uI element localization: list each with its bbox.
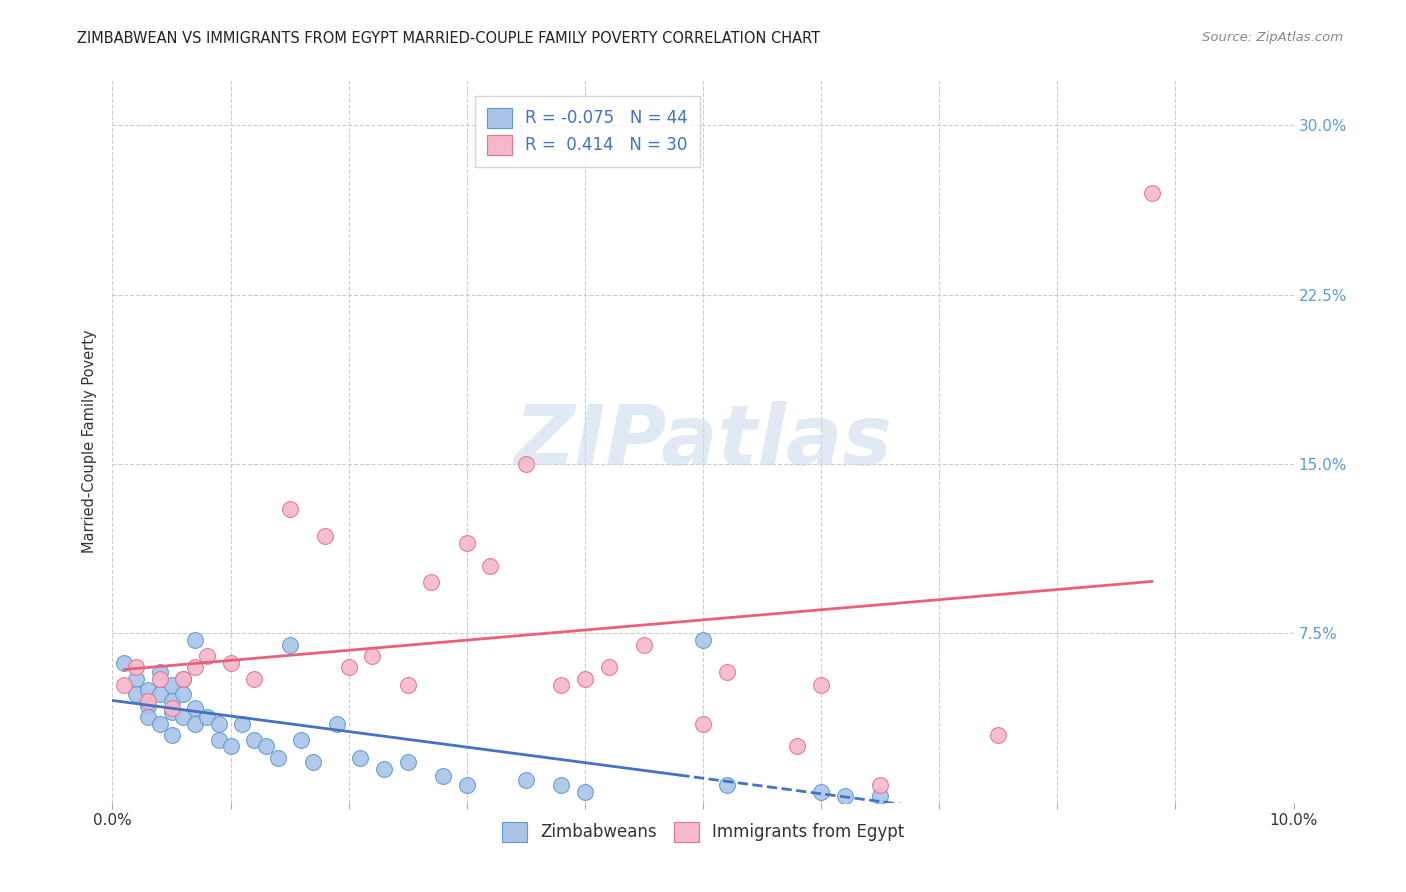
Point — [125, 687, 148, 701]
Point — [278, 502, 301, 516]
Point — [160, 678, 183, 692]
Point — [208, 732, 231, 747]
Point — [149, 672, 172, 686]
Point — [172, 672, 194, 686]
Point — [184, 701, 207, 715]
Point — [149, 687, 172, 701]
Point — [598, 660, 620, 674]
Point — [716, 778, 738, 792]
Point — [349, 750, 371, 764]
Point — [396, 755, 419, 769]
Point — [112, 678, 135, 692]
Point — [550, 678, 572, 692]
Point — [184, 716, 207, 731]
Point — [243, 732, 266, 747]
Point — [160, 694, 183, 708]
Point — [160, 701, 183, 715]
Point — [302, 755, 325, 769]
Point — [479, 558, 502, 573]
Point — [231, 716, 253, 731]
Point — [195, 710, 218, 724]
Point — [574, 672, 596, 686]
Point — [810, 678, 832, 692]
Point — [869, 789, 891, 803]
Point — [172, 687, 194, 701]
Point — [326, 716, 349, 731]
Point — [314, 529, 336, 543]
Point — [254, 739, 277, 754]
Point — [515, 773, 537, 788]
Point — [172, 710, 194, 724]
Point — [420, 574, 443, 589]
Point — [149, 716, 172, 731]
Point — [515, 457, 537, 471]
Point — [208, 716, 231, 731]
Point — [195, 648, 218, 663]
Point — [1140, 186, 1163, 201]
Point — [243, 672, 266, 686]
Point — [136, 682, 159, 697]
Point — [432, 769, 454, 783]
Point — [810, 784, 832, 798]
Text: ZIMBABWEAN VS IMMIGRANTS FROM EGYPT MARRIED-COUPLE FAMILY POVERTY CORRELATION CH: ZIMBABWEAN VS IMMIGRANTS FROM EGYPT MARR… — [77, 31, 821, 46]
Y-axis label: Married-Couple Family Poverty: Married-Couple Family Poverty — [82, 330, 97, 553]
Point — [160, 728, 183, 742]
Point — [550, 778, 572, 792]
Point — [136, 694, 159, 708]
Point — [136, 710, 159, 724]
Point — [290, 732, 312, 747]
Point — [869, 778, 891, 792]
Point — [396, 678, 419, 692]
Point — [172, 672, 194, 686]
Point — [716, 665, 738, 679]
Point — [267, 750, 290, 764]
Point — [786, 739, 808, 754]
Point — [149, 665, 172, 679]
Point — [987, 728, 1010, 742]
Point — [125, 660, 148, 674]
Point — [125, 672, 148, 686]
Point — [184, 660, 207, 674]
Text: Source: ZipAtlas.com: Source: ZipAtlas.com — [1202, 31, 1343, 45]
Point — [160, 706, 183, 720]
Point — [692, 716, 714, 731]
Point — [337, 660, 360, 674]
Point — [219, 656, 242, 670]
Point — [278, 638, 301, 652]
Point — [373, 762, 395, 776]
Legend: Zimbabweans, Immigrants from Egypt: Zimbabweans, Immigrants from Egypt — [495, 815, 911, 848]
Point — [633, 638, 655, 652]
Point — [834, 789, 856, 803]
Point — [112, 656, 135, 670]
Point — [361, 648, 384, 663]
Point — [456, 536, 478, 550]
Point — [692, 633, 714, 648]
Point — [574, 784, 596, 798]
Point — [184, 633, 207, 648]
Point — [219, 739, 242, 754]
Point — [136, 698, 159, 713]
Point — [456, 778, 478, 792]
Text: ZIPatlas: ZIPatlas — [515, 401, 891, 482]
